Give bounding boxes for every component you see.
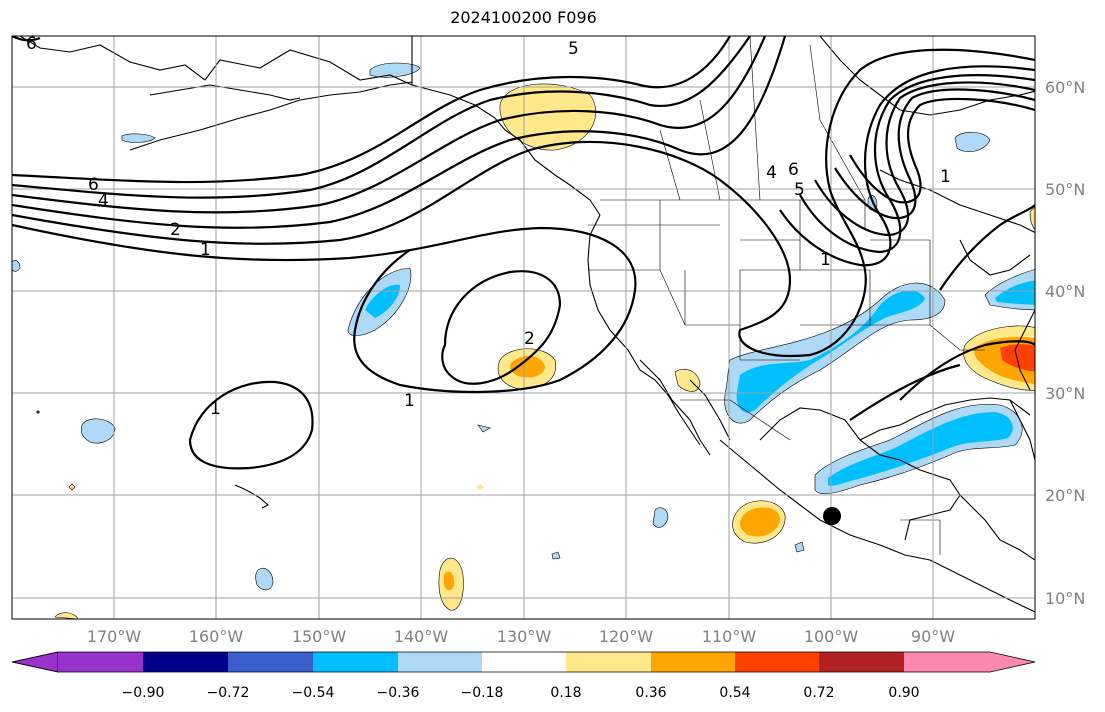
contour-label: 2 bbox=[524, 329, 535, 349]
anomaly-negative-hawaii-west bbox=[80, 418, 116, 444]
storm-position-marker bbox=[823, 507, 841, 525]
lat-label: 40°N bbox=[1045, 282, 1085, 301]
contour-label: 6 bbox=[88, 175, 99, 195]
contour-labels: 6 5 6 4 2 1 4 6 5 1 2 1 1 1 bbox=[26, 34, 951, 419]
contour-label: 1 bbox=[940, 167, 951, 187]
lon-label: 160°W bbox=[189, 627, 244, 646]
lon-label: 150°W bbox=[292, 627, 347, 646]
colorbar-extend-high bbox=[904, 652, 1035, 672]
contour-label: 5 bbox=[794, 180, 805, 200]
contour-label: 4 bbox=[98, 191, 109, 211]
colorbar: −0.90 −0.72 −0.54 −0.36 −0.18 0.18 0.36 … bbox=[11, 651, 1036, 701]
colorbar-segment bbox=[313, 652, 398, 672]
political-borders bbox=[411, 36, 985, 555]
colorbar-tick-label: −0.36 bbox=[377, 685, 420, 701]
lon-label: 100°W bbox=[804, 627, 859, 646]
lat-label: 10°N bbox=[1045, 589, 1085, 608]
latitude-labels: 60°N 50°N 40°N 30°N 20°N 10°N bbox=[1045, 78, 1085, 608]
colorbar-tick-label: −0.90 bbox=[122, 685, 165, 701]
contour-label: 1 bbox=[200, 240, 211, 260]
colorbar-segment bbox=[143, 652, 228, 672]
colorbar-segment bbox=[58, 652, 143, 672]
lon-label: 90°W bbox=[911, 627, 955, 646]
lon-label: 140°W bbox=[394, 627, 449, 646]
lon-label: 130°W bbox=[497, 627, 552, 646]
colorbar-segment bbox=[819, 652, 904, 672]
colorbar-tick-label: 0.18 bbox=[550, 685, 581, 701]
contour-label: 1 bbox=[820, 250, 831, 270]
gridlines bbox=[12, 36, 1035, 619]
colorbar-tick-label: −0.72 bbox=[207, 685, 250, 701]
colorbar-segment bbox=[735, 652, 819, 672]
colorbar-segment bbox=[482, 652, 566, 672]
colorbar-tick-label: 0.36 bbox=[635, 685, 666, 701]
colorbar-tick-label: 0.72 bbox=[803, 685, 834, 701]
colorbar-extend-low bbox=[11, 651, 59, 673]
contour-label: 1 bbox=[210, 399, 221, 419]
lat-label: 20°N bbox=[1045, 486, 1085, 505]
contour-label: 1 bbox=[404, 391, 415, 411]
contour-label: 6 bbox=[26, 34, 37, 54]
map-frame bbox=[11, 35, 1036, 620]
contour-label: 6 bbox=[788, 160, 799, 180]
colorbar-tick-label: 0.54 bbox=[719, 685, 750, 701]
contour-label: 2 bbox=[170, 220, 181, 240]
anomaly-positive-baja bbox=[674, 368, 701, 392]
colorbar-segment bbox=[398, 652, 482, 672]
contour-label: 4 bbox=[766, 163, 777, 183]
colorbar-tick-label: −0.18 bbox=[461, 685, 504, 701]
colorbar-tick-label: −0.54 bbox=[292, 685, 335, 701]
colorbar-segment bbox=[566, 652, 651, 672]
contour-lines bbox=[12, 36, 1035, 470]
lat-label: 60°N bbox=[1045, 78, 1085, 97]
longitude-labels: 170°W 160°W 150°W 140°W 130°W 120°W 110°… bbox=[87, 627, 955, 646]
map-title: 2024100200 F096 bbox=[450, 8, 597, 27]
contour-label: 5 bbox=[568, 39, 579, 59]
anomaly-negative-southwest-us bbox=[724, 282, 946, 424]
lon-label: 120°W bbox=[599, 627, 654, 646]
colorbar-segment bbox=[228, 652, 313, 672]
lon-label: 110°W bbox=[702, 627, 757, 646]
colorbar-tick-label: 0.90 bbox=[888, 685, 919, 701]
lon-label: 170°W bbox=[87, 627, 142, 646]
colorbar-segment bbox=[651, 652, 735, 672]
lat-label: 30°N bbox=[1045, 384, 1085, 403]
lat-label: 50°N bbox=[1045, 180, 1085, 199]
